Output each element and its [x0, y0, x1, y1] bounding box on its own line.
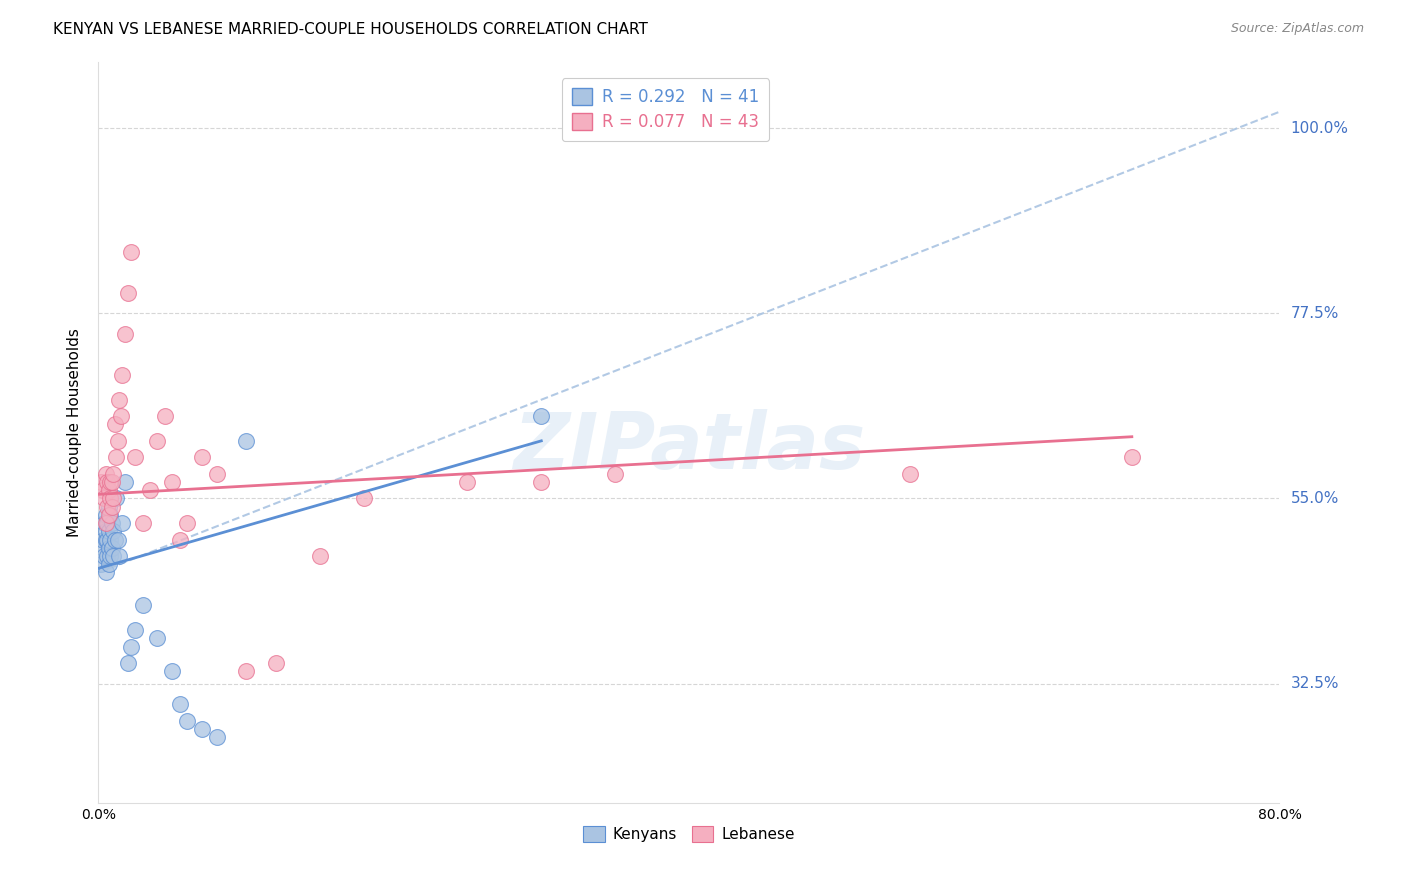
Point — [153, 409, 176, 424]
Point — [530, 475, 553, 489]
Point — [96, 500, 118, 514]
Point — [105, 491, 128, 506]
Point — [176, 714, 198, 728]
Point — [97, 500, 120, 514]
Point — [900, 467, 922, 481]
Point — [107, 434, 129, 448]
Point — [117, 656, 139, 670]
Point — [100, 541, 122, 555]
Point — [107, 533, 129, 547]
Point — [104, 533, 127, 547]
Point — [96, 549, 118, 563]
Point — [530, 409, 553, 424]
Point — [94, 524, 117, 539]
Y-axis label: Married-couple Households: Married-couple Households — [67, 328, 83, 537]
Point — [108, 549, 131, 563]
Point — [98, 491, 121, 506]
Point — [169, 533, 191, 547]
Point — [264, 656, 287, 670]
Point — [94, 566, 117, 580]
Point — [132, 599, 155, 613]
Point — [96, 516, 118, 530]
Point — [235, 664, 257, 678]
Point — [90, 558, 112, 572]
Point — [124, 450, 146, 465]
Point — [93, 491, 115, 506]
Text: KENYAN VS LEBANESE MARRIED-COUPLE HOUSEHOLDS CORRELATION CHART: KENYAN VS LEBANESE MARRIED-COUPLE HOUSEH… — [53, 22, 648, 37]
Point — [103, 549, 125, 563]
Point — [110, 409, 132, 424]
Point — [90, 475, 112, 489]
Text: 100.0%: 100.0% — [1291, 120, 1348, 136]
Point — [132, 516, 155, 530]
Point — [139, 483, 162, 498]
Point — [104, 417, 127, 432]
Point — [114, 326, 136, 341]
Point — [100, 475, 122, 489]
Point — [91, 533, 114, 547]
Point — [98, 533, 121, 547]
Point — [205, 467, 228, 481]
Point — [103, 524, 125, 539]
Point — [93, 516, 115, 530]
Point — [91, 541, 114, 555]
Point — [94, 467, 117, 481]
Point — [97, 508, 120, 522]
Legend: Kenyans, Lebanese: Kenyans, Lebanese — [578, 821, 800, 848]
Point — [111, 516, 134, 530]
Point — [97, 524, 120, 539]
Point — [98, 508, 121, 522]
Point — [191, 722, 214, 736]
Point — [97, 483, 120, 498]
Point — [353, 491, 375, 506]
Point — [120, 640, 142, 654]
Point — [103, 467, 125, 481]
Point — [97, 541, 120, 555]
Point — [98, 475, 121, 489]
Point — [96, 533, 118, 547]
Point — [114, 475, 136, 489]
Point — [162, 664, 183, 678]
Text: Source: ZipAtlas.com: Source: ZipAtlas.com — [1230, 22, 1364, 36]
Point — [117, 285, 139, 300]
Point — [103, 491, 125, 506]
Text: ZIPatlas: ZIPatlas — [513, 409, 865, 485]
Point — [120, 244, 142, 259]
Point — [108, 392, 131, 407]
Point — [205, 730, 228, 744]
Point — [93, 549, 115, 563]
Point — [96, 475, 118, 489]
Point — [105, 450, 128, 465]
Point — [94, 533, 117, 547]
Text: 77.5%: 77.5% — [1291, 306, 1339, 321]
Point — [309, 549, 332, 563]
Point — [98, 549, 121, 563]
Point — [191, 450, 214, 465]
Point — [162, 475, 183, 489]
Point — [111, 368, 134, 382]
Point — [457, 475, 479, 489]
Point — [146, 632, 169, 646]
Point — [146, 434, 169, 448]
Point — [97, 558, 120, 572]
Point — [100, 500, 122, 514]
Point — [94, 516, 117, 530]
Point — [176, 516, 198, 530]
Point — [1121, 450, 1143, 465]
Point — [235, 434, 257, 448]
Point — [94, 508, 117, 522]
Text: 55.0%: 55.0% — [1291, 491, 1339, 506]
Point — [169, 697, 191, 711]
Text: 32.5%: 32.5% — [1291, 676, 1339, 691]
Point — [100, 516, 122, 530]
Point — [91, 483, 114, 498]
Point — [605, 467, 627, 481]
Point — [124, 623, 146, 637]
